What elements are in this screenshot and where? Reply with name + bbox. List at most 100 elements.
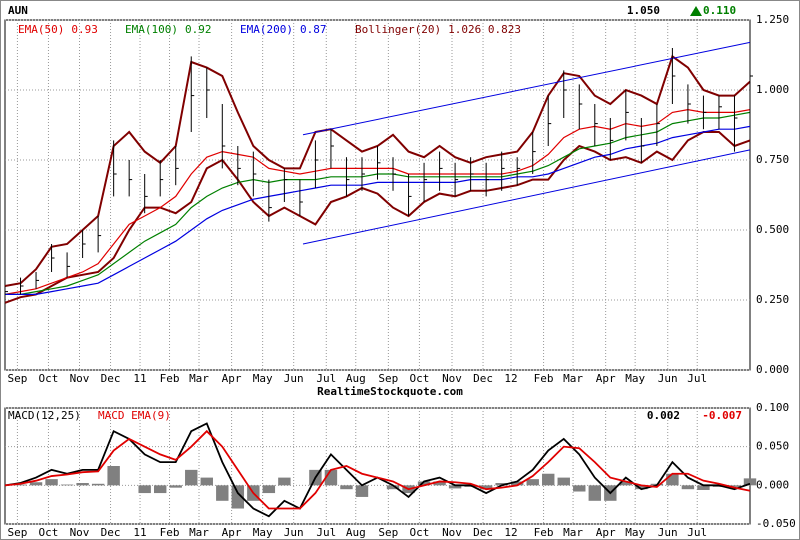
- y-tick-label: 0.500: [756, 223, 789, 236]
- histogram-bar: [200, 477, 213, 486]
- histogram-bar: [557, 477, 570, 486]
- histogram-bar: [479, 485, 493, 490]
- x-tick-label: Jun: [284, 526, 304, 539]
- x-tick-label: 12: [504, 372, 517, 385]
- x-tick-label: Oct: [409, 372, 429, 385]
- last-price: 1.050: [627, 4, 660, 17]
- histogram-bar: [278, 477, 291, 486]
- y-tick-label: 0.050: [756, 440, 789, 453]
- histogram-bar: [262, 485, 276, 494]
- histogram-bar: [107, 466, 120, 486]
- x-tick-label: Dec: [101, 526, 121, 539]
- x-tick-label: Nov: [70, 526, 90, 539]
- x-tick-label: May: [625, 526, 645, 539]
- bollinger-lower: [4, 131, 751, 304]
- x-tick-label: 12: [504, 526, 517, 539]
- x-tick-label: Apr: [596, 372, 616, 385]
- y-tick-label: 0.750: [756, 153, 789, 166]
- x-tick-label: Feb: [160, 526, 180, 539]
- y-tick-label: -0.050: [756, 517, 796, 530]
- macd-panel: [4, 407, 751, 525]
- histogram-bar: [45, 479, 58, 486]
- histogram-bar: [386, 485, 400, 490]
- histogram-bar: [666, 473, 679, 486]
- x-tick-label: Jul: [687, 372, 707, 385]
- x-tick-label: Dec: [101, 372, 121, 385]
- x-tick-label: Mar: [563, 372, 583, 385]
- legend-name: MACD(12,25): [8, 409, 81, 422]
- trend-line: [302, 149, 751, 245]
- legend-name: Bollinger(20): [355, 23, 441, 36]
- y-tick-label: 1.250: [756, 13, 789, 26]
- x-tick-label: Jul: [316, 526, 336, 539]
- legend-value: 0.87: [300, 23, 327, 36]
- y-tick-label: 1.000: [756, 83, 789, 96]
- x-tick-label: Dec: [473, 372, 493, 385]
- trend-line: [302, 41, 751, 136]
- x-tick-label: Sep: [7, 372, 27, 385]
- histogram-bar: [216, 485, 229, 501]
- legend-entry: EMA(100) 0.92: [125, 23, 211, 36]
- x-tick-label: Feb: [534, 526, 554, 539]
- histogram-bar: [14, 484, 27, 486]
- change: 0.110: [703, 4, 736, 17]
- x-tick-label: Nov: [442, 372, 462, 385]
- x-tick-label: Apr: [222, 526, 242, 539]
- legend-entry: EMA(200) 0.87: [240, 23, 326, 36]
- legend-name: MACD EMA(9): [98, 409, 171, 422]
- up-arrow: [690, 6, 702, 16]
- histogram-bar: [355, 485, 369, 497]
- histogram-bar: [743, 478, 757, 486]
- source: RealtimeStockquote.com: [317, 385, 463, 398]
- histogram-bar: [169, 485, 182, 488]
- x-tick-label: Sep: [7, 526, 27, 539]
- price-panel: [4, 19, 751, 371]
- x-tick-label: 11: [133, 372, 146, 385]
- x-tick-label: May: [625, 372, 645, 385]
- x-tick-label: Nov: [70, 372, 90, 385]
- x-tick-label: Jun: [658, 372, 678, 385]
- legend-value: 0.002: [647, 409, 680, 422]
- x-tick-label: Oct: [39, 372, 59, 385]
- y-tick-label: 0.000: [756, 478, 789, 491]
- legend-value: -0.007: [702, 409, 742, 422]
- x-tick-label: 11: [133, 526, 146, 539]
- histogram-bar: [76, 483, 89, 486]
- x-tick-label: Jun: [658, 526, 678, 539]
- x-tick-label: Nov: [442, 526, 462, 539]
- y-tick-label: 0.250: [756, 293, 789, 306]
- histogram-bar: [340, 485, 353, 490]
- histogram-bar: [91, 483, 105, 486]
- histogram-bar: [29, 482, 43, 486]
- histogram-bar: [60, 484, 74, 486]
- legend-name: EMA(100): [125, 23, 178, 36]
- x-tick-label: Mar: [189, 526, 209, 539]
- x-tick-label: Jun: [284, 372, 304, 385]
- x-tick-label: Apr: [596, 526, 616, 539]
- legend-entry: EMA(50) 0.93: [18, 23, 98, 36]
- histogram-bar: [573, 485, 586, 492]
- histogram-bar: [619, 481, 633, 486]
- x-tick-label: Aug: [346, 526, 366, 539]
- histogram-bar: [138, 485, 151, 494]
- x-tick-label: Jul: [687, 526, 707, 539]
- x-tick-label: Jul: [316, 372, 336, 385]
- x-tick-label: Apr: [222, 372, 242, 385]
- histogram-bar: [681, 485, 695, 490]
- x-tick-label: Sep: [378, 526, 398, 539]
- legend-value: 1.026 0.823: [448, 23, 521, 36]
- legend-value: 0.92: [185, 23, 212, 36]
- histogram-bar: [154, 485, 167, 494]
- x-tick-label: Feb: [534, 372, 554, 385]
- y-tick-label: 0.000: [756, 363, 789, 376]
- x-tick-label: Mar: [189, 372, 209, 385]
- x-tick-label: Sep: [378, 372, 398, 385]
- ema-line: [5, 125, 751, 295]
- histogram-bar: [417, 481, 431, 486]
- histogram-bar: [433, 481, 446, 486]
- x-tick-label: Oct: [39, 526, 59, 539]
- x-tick-label: May: [253, 372, 273, 385]
- x-tick-label: Mar: [563, 526, 583, 539]
- macd-line: [4, 429, 751, 510]
